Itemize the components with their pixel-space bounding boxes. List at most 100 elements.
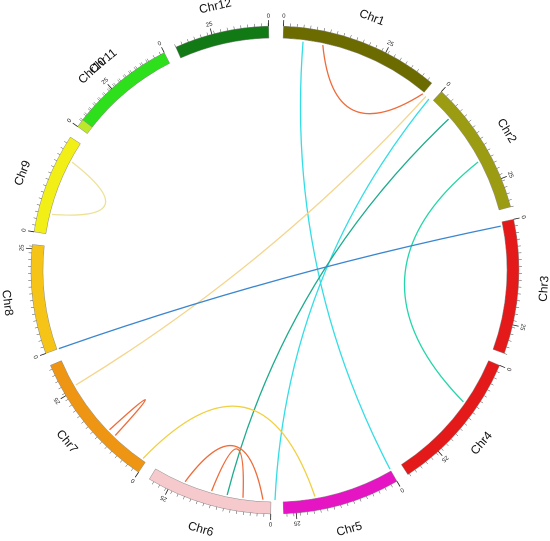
tick-label: 0 bbox=[282, 14, 286, 20]
chromosome-label-chr5: Chr5 bbox=[335, 518, 364, 539]
minor-tick bbox=[48, 171, 52, 174]
minor-tick bbox=[464, 114, 468, 117]
chromosome-label-chr6: Chr6 bbox=[186, 518, 215, 539]
minor-tick bbox=[446, 443, 449, 447]
chromosome-arc-chr9 bbox=[33, 136, 81, 234]
minor-tick bbox=[158, 484, 160, 488]
tick-label: 25 bbox=[518, 323, 525, 331]
minor-tick bbox=[51, 165, 54, 168]
link-layer bbox=[51, 41, 501, 501]
minor-tick bbox=[490, 154, 494, 157]
minor-tick bbox=[152, 481, 154, 485]
minor-tick bbox=[58, 387, 62, 390]
synteny-link bbox=[51, 161, 107, 216]
chromosome-label-chr2: Chr2 bbox=[494, 116, 520, 146]
major-tick bbox=[28, 230, 35, 233]
minor-tick bbox=[359, 498, 362, 502]
tick-label: 25 bbox=[101, 77, 110, 86]
minor-tick bbox=[504, 353, 508, 355]
minor-tick bbox=[381, 47, 384, 51]
tick-label: 25 bbox=[506, 171, 514, 180]
minor-tick bbox=[112, 83, 115, 87]
tick-label: 0 bbox=[520, 215, 527, 220]
minor-tick bbox=[128, 71, 131, 74]
minor-tick bbox=[65, 399, 69, 402]
minor-tick bbox=[399, 57, 402, 61]
synteny-link bbox=[184, 444, 264, 500]
tick-label: 0 bbox=[157, 40, 163, 47]
minor-tick bbox=[64, 141, 67, 144]
minor-tick bbox=[363, 39, 365, 43]
minor-tick bbox=[484, 395, 487, 398]
minor-tick bbox=[493, 377, 497, 380]
chromosome-arc-chr7 bbox=[50, 360, 146, 473]
minor-tick bbox=[384, 487, 387, 491]
minor-tick bbox=[99, 441, 103, 445]
minor-tick bbox=[213, 30, 215, 34]
minor-tick bbox=[40, 190, 44, 193]
chromosome-label-chr11: Chr11 bbox=[86, 45, 120, 76]
major-tick bbox=[499, 364, 506, 369]
minor-tick bbox=[468, 119, 472, 122]
minor-tick bbox=[55, 381, 59, 384]
minor-tick bbox=[416, 69, 419, 72]
minor-tick bbox=[103, 92, 106, 95]
minor-tick bbox=[79, 119, 82, 122]
synteny-link bbox=[404, 161, 479, 403]
minor-tick bbox=[514, 225, 518, 227]
major-tick bbox=[161, 47, 165, 53]
minor-tick bbox=[200, 34, 202, 38]
chromosome-label-chr8: Chr8 bbox=[0, 289, 16, 317]
minor-tick bbox=[378, 490, 381, 494]
minor-tick bbox=[222, 508, 224, 512]
minor-tick bbox=[472, 125, 476, 128]
chromosome-arc-chr2 bbox=[432, 91, 511, 211]
minor-tick bbox=[499, 173, 503, 175]
minor-tick bbox=[353, 500, 355, 504]
minor-tick bbox=[375, 44, 378, 48]
minor-tick bbox=[233, 26, 235, 30]
minor-tick bbox=[393, 54, 396, 58]
minor-tick bbox=[180, 41, 183, 45]
minor-tick bbox=[476, 130, 480, 134]
minor-tick bbox=[455, 103, 459, 107]
chromosome-arc-chr6 bbox=[148, 468, 272, 515]
minor-tick bbox=[77, 415, 80, 419]
minor-tick bbox=[420, 465, 423, 469]
minor-tick bbox=[52, 375, 56, 377]
chromosome-label-chr7: Chr7 bbox=[54, 427, 82, 456]
synteny-link bbox=[210, 448, 244, 498]
minor-tick bbox=[387, 50, 390, 54]
minor-tick bbox=[152, 55, 155, 58]
tick-label: 25 bbox=[386, 40, 395, 49]
minor-tick bbox=[114, 455, 118, 459]
minor-tick bbox=[61, 393, 65, 396]
tick-label: 0 bbox=[67, 117, 74, 124]
minor-tick bbox=[405, 61, 408, 65]
minor-tick bbox=[317, 26, 319, 30]
synteny-link bbox=[299, 41, 391, 470]
minor-tick bbox=[506, 346, 510, 349]
minor-tick bbox=[350, 35, 352, 39]
minor-tick bbox=[320, 509, 322, 513]
minor-tick bbox=[124, 74, 127, 77]
minor-tick bbox=[35, 210, 39, 213]
minor-tick bbox=[34, 327, 38, 329]
minor-tick bbox=[202, 503, 204, 507]
minor-tick bbox=[32, 224, 36, 226]
minor-tick bbox=[346, 503, 349, 507]
minor-tick bbox=[356, 37, 359, 41]
minor-tick bbox=[33, 217, 37, 219]
minor-tick bbox=[510, 205, 514, 208]
major-tick bbox=[513, 217, 520, 220]
minor-tick bbox=[513, 320, 517, 322]
chromosome-arc-chr8 bbox=[30, 244, 58, 354]
minor-tick bbox=[390, 484, 393, 488]
minor-tick bbox=[93, 101, 97, 105]
chromosome-arc-chr5 bbox=[282, 470, 398, 515]
minor-tick bbox=[43, 184, 47, 186]
minor-tick bbox=[460, 428, 463, 431]
tick-label: 0 bbox=[268, 520, 272, 526]
chromosome-label-chr4: Chr4 bbox=[467, 428, 495, 457]
